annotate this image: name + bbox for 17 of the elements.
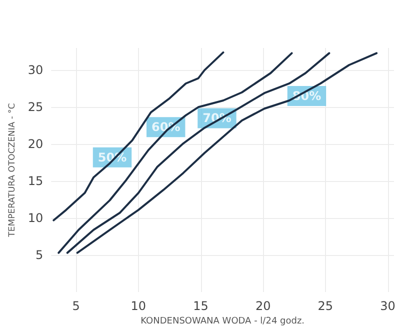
x-tick-label: 5 [72,299,80,313]
line-series [66,52,330,254]
y-tick-label: 20 [28,137,44,152]
line-series [76,52,378,254]
y-tick-label: 5 [36,248,44,262]
x-tick-label: 25 [318,299,334,313]
y-tick-label: 25 [28,100,44,114]
y-tick-label: 10 [28,211,44,226]
y-tick-label: 15 [28,174,44,188]
y-axis-title: TEMPERATURA OTOCZENIA - °C [8,103,18,238]
x-tick-label: 30 [380,299,396,313]
line-series [58,52,293,254]
x-tick-label: 20 [255,299,271,313]
y-tick-label: 30 [28,63,44,78]
x-axis-title: KONDENSOWANA WODA - l/24 godz. [140,316,305,326]
x-tick-label: 10 [130,299,146,313]
x-tick-label: 15 [193,299,208,313]
